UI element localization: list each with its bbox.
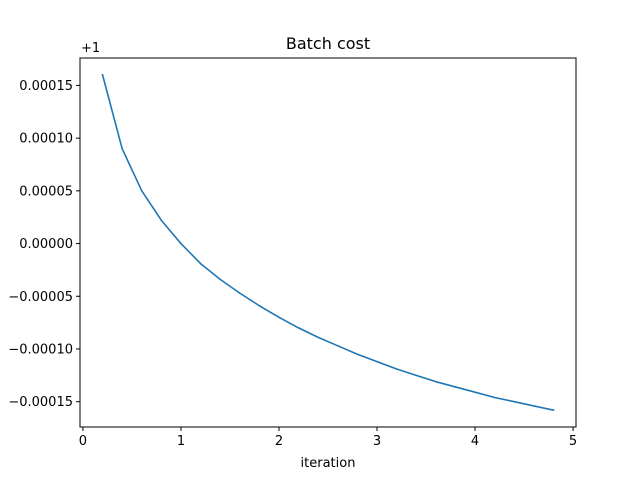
y-axis-offset-text: +1 — [81, 41, 100, 56]
x-tick-label: 5 — [569, 434, 577, 449]
data-point — [278, 316, 280, 319]
data-point — [395, 368, 398, 370]
data-point — [474, 391, 476, 394]
y-tick-label: −0.00015 — [8, 395, 73, 410]
data-point — [337, 345, 339, 347]
y-tick-label: −0.00005 — [8, 290, 73, 305]
x-tick-label: 3 — [373, 434, 381, 449]
data-point — [297, 327, 300, 329]
y-tick-label: 0.00010 — [19, 132, 73, 147]
data-point — [454, 386, 457, 388]
data-point — [101, 74, 104, 76]
y-tick-label: −0.00010 — [8, 342, 73, 357]
data-point — [552, 409, 555, 411]
data-point — [493, 396, 496, 399]
y-ticks: 0.00015 0.00010 0.00005 0.00000 −0.00005 −0.0… — [8, 79, 80, 410]
series-line — [101, 73, 555, 412]
data-point — [219, 278, 221, 281]
data-point — [258, 304, 261, 307]
x-tick-label: 0 — [79, 434, 87, 449]
x-ticks: 0 1 2 3 4 5 — [79, 427, 577, 449]
data-point — [140, 190, 143, 192]
data-point — [160, 219, 163, 222]
x-tick-label: 4 — [471, 434, 479, 449]
x-tick-label: 2 — [275, 434, 283, 449]
axes-frame — [79, 57, 577, 428]
axes-background — [80, 58, 576, 427]
data-point — [513, 400, 516, 403]
data-point — [238, 292, 241, 294]
y-tick-label: 0.00015 — [19, 79, 73, 94]
x-tick-label: 1 — [177, 434, 185, 449]
data-point — [435, 380, 437, 383]
data-point — [415, 374, 418, 377]
data-point — [199, 262, 202, 265]
data-point — [356, 353, 359, 356]
data-point — [180, 242, 182, 245]
chart-title: Batch cost — [286, 34, 370, 53]
data-point — [317, 336, 320, 339]
x-axis-label: iteration — [301, 456, 356, 471]
y-tick-label: 0.00005 — [19, 184, 73, 199]
data-point — [121, 147, 123, 150]
data-point — [533, 405, 535, 407]
plot-lines — [101, 73, 555, 412]
y-tick-label: 0.00000 — [19, 237, 73, 252]
data-point — [376, 360, 378, 363]
